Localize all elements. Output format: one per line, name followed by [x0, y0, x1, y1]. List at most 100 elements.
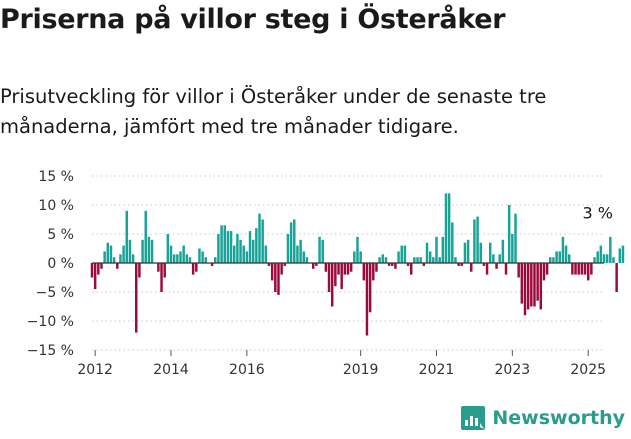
bar [492, 254, 495, 263]
bar [605, 254, 609, 263]
bar [166, 234, 170, 263]
bar [258, 213, 261, 263]
bar [185, 254, 189, 263]
bar [318, 236, 321, 263]
y-tick-label: 10 % [38, 198, 74, 214]
bar [394, 263, 397, 269]
bar [413, 257, 416, 263]
bar [384, 257, 388, 263]
bar [125, 210, 128, 263]
bar [552, 257, 555, 263]
bar [530, 263, 533, 307]
bar [293, 219, 296, 263]
bar [103, 251, 106, 263]
bar [457, 263, 460, 266]
bar [356, 236, 359, 263]
bar [349, 263, 353, 272]
bar [441, 236, 445, 263]
bar [160, 263, 163, 292]
bar [188, 257, 192, 263]
bar [261, 219, 264, 263]
chart-subtitle: Prisutveckling för villor i Österåker un… [0, 85, 547, 138]
bar [353, 251, 356, 263]
bar [463, 242, 467, 263]
bar [495, 263, 498, 269]
bar [520, 263, 524, 304]
bar [106, 242, 110, 263]
bar [201, 251, 204, 263]
bar [334, 263, 337, 287]
bar [138, 263, 141, 278]
bar [381, 254, 384, 263]
bar [289, 222, 293, 263]
bar [97, 263, 100, 275]
bar [586, 263, 590, 281]
bar [274, 263, 277, 292]
bar [406, 263, 410, 266]
bar [119, 254, 122, 263]
bar [561, 236, 565, 263]
bar [419, 257, 422, 263]
y-tick-label: −5 % [36, 285, 74, 301]
bar [214, 257, 217, 263]
x-tick-label: 2023 [495, 362, 531, 378]
y-tick-label: −15 % [27, 343, 74, 359]
bar [280, 263, 283, 275]
bar [438, 257, 441, 263]
bar [593, 257, 596, 263]
bar [324, 263, 328, 272]
bar [542, 263, 546, 281]
x-tick-label: 2016 [229, 362, 265, 378]
x-tick-label: 2019 [343, 362, 379, 378]
bar [375, 263, 378, 272]
bar [172, 254, 176, 263]
bar [517, 263, 520, 278]
bar [264, 245, 268, 263]
bar [526, 263, 530, 310]
bar [315, 263, 318, 266]
bar [232, 245, 236, 263]
bar [135, 263, 138, 333]
bar [470, 263, 473, 272]
bar [122, 245, 125, 263]
bar [245, 251, 249, 263]
newsworthy-logo[interactable]: Newsworthy [460, 405, 625, 431]
bar [425, 242, 429, 263]
bar [179, 251, 182, 263]
bar [599, 245, 603, 263]
bar [251, 239, 255, 263]
bar [182, 245, 185, 263]
bar [602, 254, 606, 263]
bar [416, 257, 419, 263]
bar [157, 263, 160, 272]
bar [204, 257, 208, 263]
bar [236, 234, 239, 263]
bar [283, 263, 287, 266]
newsworthy-chart-logo-icon [461, 406, 486, 430]
bar [488, 242, 492, 263]
bar [302, 251, 305, 263]
bar [330, 263, 334, 307]
bar [444, 193, 448, 263]
bar [580, 263, 584, 275]
bar [590, 263, 593, 275]
bar [577, 263, 580, 275]
latest-value-label: 3 % [582, 204, 612, 223]
bar [454, 257, 457, 263]
bar [615, 263, 618, 292]
bar [466, 239, 470, 263]
bar [131, 254, 135, 263]
bar [536, 263, 539, 301]
bar [387, 263, 391, 266]
brand-name: Newsworthy [492, 407, 625, 429]
bar [327, 263, 331, 292]
bar [239, 239, 242, 263]
bar [596, 251, 599, 263]
bar [343, 263, 347, 275]
bar [198, 248, 201, 263]
bar [447, 193, 451, 263]
bar [523, 263, 527, 316]
bar [558, 251, 561, 263]
bar [574, 263, 577, 275]
bar [163, 263, 166, 278]
